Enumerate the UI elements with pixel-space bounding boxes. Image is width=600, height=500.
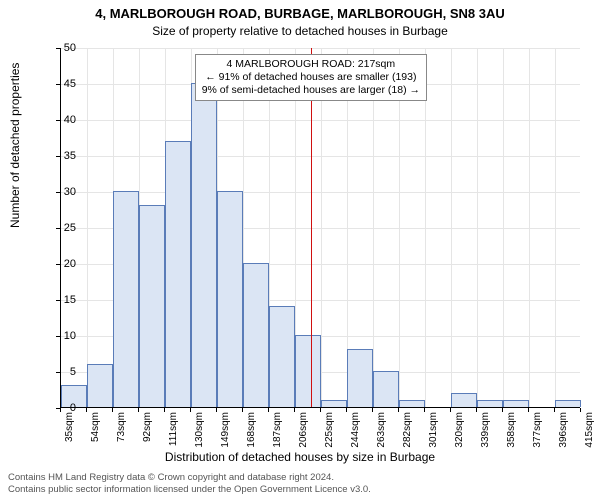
xtick-label: 282sqm bbox=[402, 412, 413, 448]
gridline-v bbox=[399, 48, 400, 407]
ytick-label: 45 bbox=[44, 78, 76, 90]
histogram-bar bbox=[113, 191, 139, 407]
histogram-bar bbox=[87, 364, 113, 407]
xtick-mark bbox=[268, 408, 269, 412]
gridline-v bbox=[451, 48, 452, 407]
histogram-bar bbox=[191, 83, 217, 407]
histogram-bar bbox=[217, 191, 243, 407]
xtick-label: 320sqm bbox=[454, 412, 465, 448]
title-sub: Size of property relative to detached ho… bbox=[0, 24, 600, 38]
xtick-label: 35sqm bbox=[64, 412, 75, 442]
xtick-label: 339sqm bbox=[480, 412, 491, 448]
annotation-line: 4 MARLBOROUGH ROAD: 217sqm bbox=[202, 58, 420, 71]
footer-line: Contains HM Land Registry data © Crown c… bbox=[8, 472, 592, 484]
xtick-label: 130sqm bbox=[194, 412, 205, 448]
xtick-mark bbox=[346, 408, 347, 412]
xtick-label: 244sqm bbox=[350, 412, 361, 448]
histogram-bar bbox=[321, 400, 347, 407]
histogram-bar bbox=[295, 335, 321, 407]
reference-line bbox=[311, 48, 312, 407]
histogram-bar bbox=[269, 306, 295, 407]
xtick-label: 54sqm bbox=[90, 412, 101, 442]
xtick-mark bbox=[320, 408, 321, 412]
xtick-mark bbox=[138, 408, 139, 412]
gridline-v bbox=[529, 48, 530, 407]
histogram-bar bbox=[243, 263, 269, 407]
ytick-label: 30 bbox=[44, 186, 76, 198]
ytick-label: 25 bbox=[44, 222, 76, 234]
ytick-label: 40 bbox=[44, 114, 76, 126]
ytick-label: 50 bbox=[44, 42, 76, 54]
annotation-line: 9% of semi-detached houses are larger (1… bbox=[202, 84, 420, 97]
xtick-label: 168sqm bbox=[246, 412, 257, 448]
plot-area: 4 MARLBOROUGH ROAD: 217sqm← 91% of detac… bbox=[60, 48, 580, 408]
annotation-line: ← 91% of detached houses are smaller (19… bbox=[202, 71, 420, 84]
x-axis-label: Distribution of detached houses by size … bbox=[0, 450, 600, 464]
xtick-label: 225sqm bbox=[324, 412, 335, 448]
histogram-bar bbox=[451, 393, 477, 407]
xtick-mark bbox=[372, 408, 373, 412]
gridline-v bbox=[373, 48, 374, 407]
ytick-label: 15 bbox=[44, 294, 76, 306]
histogram-bar bbox=[347, 349, 373, 407]
histogram-bar bbox=[503, 400, 529, 407]
xtick-label: 415sqm bbox=[584, 412, 595, 448]
title-main: 4, MARLBOROUGH ROAD, BURBAGE, MARLBOROUG… bbox=[0, 6, 600, 21]
xtick-label: 377sqm bbox=[532, 412, 543, 448]
xtick-mark bbox=[554, 408, 555, 412]
xtick-label: 73sqm bbox=[116, 412, 127, 442]
xtick-label: 358sqm bbox=[506, 412, 517, 448]
ytick-label: 5 bbox=[44, 366, 76, 378]
xtick-mark bbox=[112, 408, 113, 412]
gridline-v bbox=[503, 48, 504, 407]
gridline-v bbox=[477, 48, 478, 407]
xtick-mark bbox=[294, 408, 295, 412]
histogram-bar bbox=[555, 400, 581, 407]
ytick-label: 20 bbox=[44, 258, 76, 270]
annotation-box: 4 MARLBOROUGH ROAD: 217sqm← 91% of detac… bbox=[195, 54, 427, 101]
gridline-v bbox=[87, 48, 88, 407]
xtick-label: 206sqm bbox=[298, 412, 309, 448]
footer-attribution: Contains HM Land Registry data © Crown c… bbox=[8, 472, 592, 496]
y-axis-label: Number of detached properties bbox=[8, 63, 22, 228]
xtick-mark bbox=[528, 408, 529, 412]
xtick-mark bbox=[86, 408, 87, 412]
xtick-mark bbox=[424, 408, 425, 412]
footer-line: Contains public sector information licen… bbox=[8, 484, 592, 496]
xtick-mark bbox=[398, 408, 399, 412]
xtick-mark bbox=[60, 408, 61, 412]
histogram-bar bbox=[477, 400, 503, 407]
xtick-mark bbox=[450, 408, 451, 412]
xtick-mark bbox=[242, 408, 243, 412]
xtick-label: 111sqm bbox=[168, 412, 179, 446]
ytick-label: 35 bbox=[44, 150, 76, 162]
xtick-label: 187sqm bbox=[272, 412, 283, 448]
xtick-mark bbox=[164, 408, 165, 412]
xtick-label: 263sqm bbox=[376, 412, 387, 448]
gridline-v bbox=[321, 48, 322, 407]
ytick-label: 10 bbox=[44, 330, 76, 342]
histogram-bar bbox=[165, 141, 191, 407]
histogram-bar bbox=[139, 205, 165, 407]
xtick-mark bbox=[190, 408, 191, 412]
xtick-label: 149sqm bbox=[220, 412, 231, 448]
gridline-v bbox=[555, 48, 556, 407]
xtick-label: 92sqm bbox=[142, 412, 153, 442]
xtick-mark bbox=[502, 408, 503, 412]
xtick-mark bbox=[216, 408, 217, 412]
gridline-v bbox=[425, 48, 426, 407]
histogram-bar bbox=[373, 371, 399, 407]
xtick-label: 396sqm bbox=[558, 412, 569, 448]
xtick-mark bbox=[476, 408, 477, 412]
histogram-bar bbox=[399, 400, 425, 407]
xtick-label: 301sqm bbox=[428, 412, 439, 448]
xtick-mark bbox=[580, 408, 581, 412]
